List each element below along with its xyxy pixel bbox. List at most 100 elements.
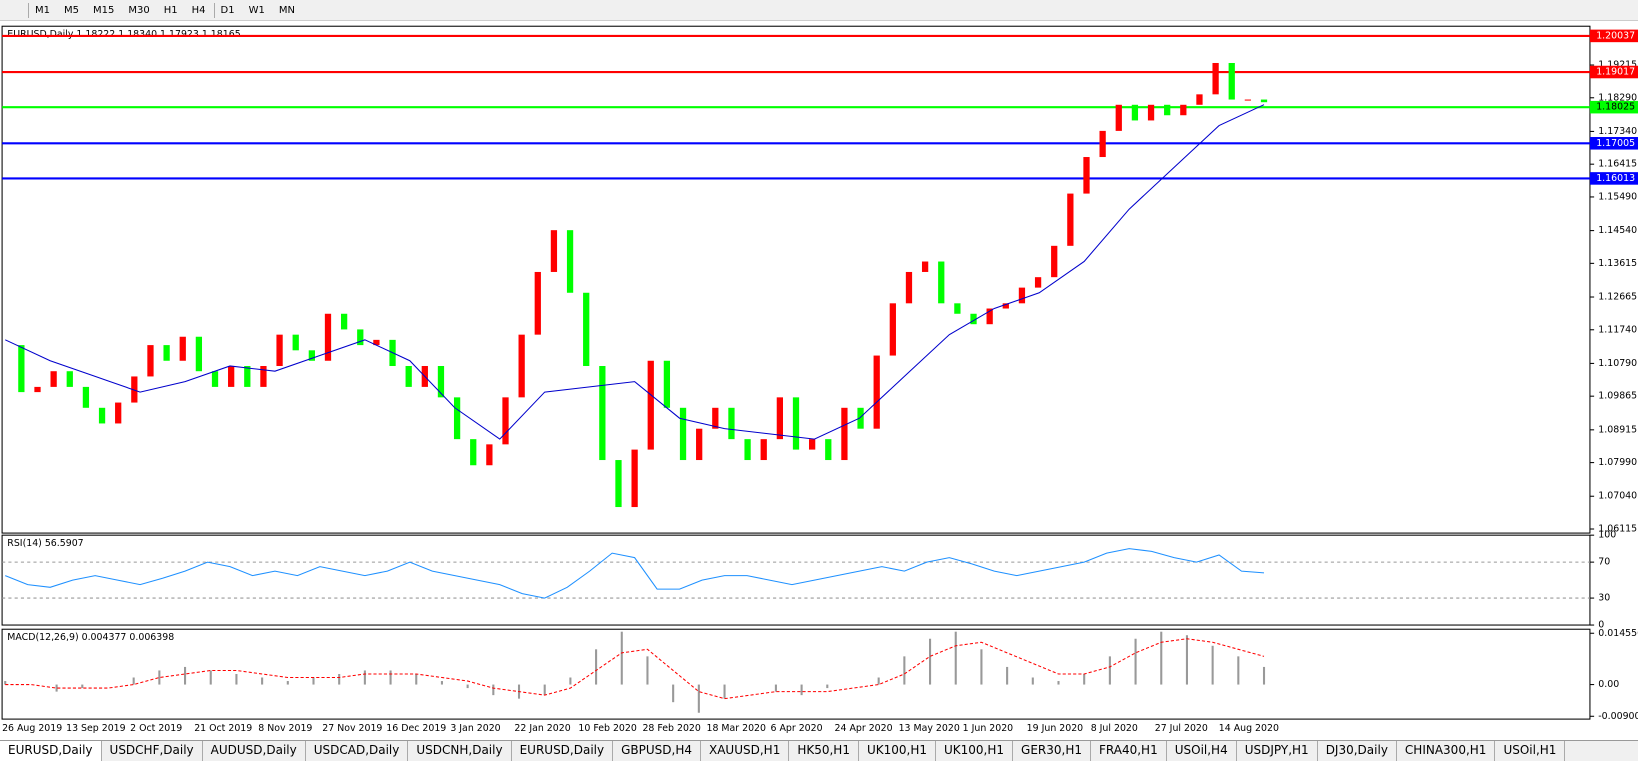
candle	[566, 230, 574, 293]
candle	[1067, 193, 1074, 246]
timeframe-button[interactable]: D1	[213, 2, 241, 18]
candle	[905, 271, 913, 304]
candle	[1051, 245, 1058, 278]
time-label: 3 Jan 2020	[450, 723, 500, 734]
level-label: 1.19017	[1596, 67, 1635, 78]
chart-tab[interactable]: DJ30,Daily	[1318, 741, 1397, 761]
y-tick-label: 1.06115	[1598, 524, 1637, 535]
chart-tab[interactable]: GBPUSD,H4	[613, 741, 701, 761]
chart-tab[interactable]: USDJPY,H1	[1237, 741, 1318, 761]
chart-tab[interactable]: CHINA300,H1	[1397, 741, 1496, 761]
y-tick-label: 1.14540	[1598, 225, 1637, 236]
pane-title: EURUSD,Daily 1.18222 1.18340 1.17923 1.1…	[7, 29, 240, 40]
timeframe-button[interactable]: MN	[278, 4, 295, 16]
timeframe-button[interactable]: M1	[28, 2, 56, 18]
candle	[470, 439, 477, 466]
candle	[437, 366, 445, 398]
candle	[1099, 130, 1106, 158]
y-tick-label: 0.00	[1598, 679, 1619, 690]
y-tick-label: 1.11740	[1598, 324, 1637, 335]
candle	[308, 350, 315, 361]
chart-tab[interactable]: USOil,H1	[1495, 741, 1566, 761]
time-label: 24 Apr 2020	[835, 723, 893, 734]
candle	[712, 407, 719, 429]
candle	[679, 407, 687, 461]
chart-tab[interactable]: GER30,H1	[1013, 741, 1091, 761]
candle	[938, 261, 945, 304]
level-label: 1.20037	[1596, 30, 1635, 41]
chart-tab[interactable]: HK50,H1	[789, 741, 859, 761]
timeframe-button[interactable]: M5	[64, 4, 79, 16]
time-label: 18 Mar 2020	[706, 723, 766, 734]
candle	[1260, 99, 1268, 103]
chart-tab[interactable]: USOil,H4	[1167, 741, 1237, 761]
candle	[453, 397, 461, 440]
time-label: 6 Apr 2020	[771, 723, 823, 734]
candle	[518, 334, 525, 398]
candle	[583, 292, 590, 367]
candle	[792, 397, 800, 450]
y-tick-label: 1.07040	[1598, 491, 1637, 502]
moving-average	[5, 104, 1265, 440]
y-tick-label: 1.18290	[1598, 92, 1637, 103]
candle	[147, 345, 154, 377]
candle	[663, 360, 671, 408]
candle	[776, 397, 783, 440]
candle	[696, 428, 703, 461]
chart-tab[interactable]: FRA40,H1	[1091, 741, 1167, 761]
chart-tab[interactable]: USDCHF,Daily	[102, 741, 203, 761]
time-label: 27 Jul 2020	[1155, 723, 1208, 734]
timeframe-button[interactable]: W1	[248, 4, 265, 16]
candle	[825, 439, 832, 461]
chart-tab[interactable]: USDCAD,Daily	[306, 741, 409, 761]
chart-tab[interactable]: XAUUSD,H1	[701, 741, 790, 761]
candle	[405, 366, 412, 387]
timeframe-button[interactable]: H4	[191, 4, 206, 16]
candle	[857, 407, 864, 429]
chart-tab[interactable]: UK100,H1	[936, 741, 1014, 761]
time-label: 8 Jul 2020	[1091, 723, 1138, 734]
pane-title: MACD(12,26,9) 0.004377 0.006398	[7, 632, 174, 643]
candle	[1196, 94, 1203, 105]
candle	[970, 313, 977, 325]
candle	[34, 386, 41, 393]
candle	[373, 339, 380, 346]
time-label: 22 Jan 2020	[514, 723, 570, 734]
candle	[179, 336, 186, 361]
chart-tab[interactable]: AUDUSD,Daily	[203, 741, 306, 761]
y-tick-label: 0	[1598, 620, 1604, 631]
chart-tab[interactable]: USDCNH,Daily	[408, 741, 512, 761]
timeframe-button[interactable]: H1	[163, 4, 178, 16]
candle	[1034, 277, 1042, 288]
candle	[18, 345, 25, 393]
y-tick-label: 1.13615	[1598, 258, 1637, 269]
candle	[841, 407, 848, 461]
candle	[647, 360, 654, 450]
level-label: 1.17005	[1596, 138, 1635, 149]
timeframe-button[interactable]: M15	[93, 4, 115, 16]
candle	[486, 444, 493, 466]
level-label-box	[1589, 172, 1638, 185]
y-tick-label: 100	[1598, 530, 1616, 541]
y-tick-label: 1.07990	[1598, 457, 1637, 468]
candle	[260, 366, 267, 387]
timeframe-button[interactable]: M30	[128, 4, 150, 16]
candle	[502, 397, 509, 445]
candle	[1147, 104, 1155, 121]
candle	[340, 313, 348, 330]
candle	[98, 407, 106, 424]
tab-bar: EURUSD,Daily USDCHF,Daily AUDUSD,Daily USDC…	[0, 740, 1638, 761]
candle	[115, 402, 122, 424]
time-label: 1 Jun 2020	[963, 723, 1014, 734]
chart-tab[interactable]: EURUSD,Daily	[0, 741, 102, 761]
chart-tab[interactable]: EURUSD,Daily	[512, 741, 614, 761]
time-label: 14 Aug 2020	[1219, 723, 1279, 734]
chart-window: EURUSD,Daily 1.18222 1.18340 1.17923 1.1…	[0, 21, 1638, 740]
time-label: 2 Oct 2019	[130, 723, 182, 734]
candle	[1164, 104, 1171, 116]
time-label: 13 Sep 2019	[66, 723, 126, 734]
toolbar: M1 M5 M15 M30 H1 H4 D1 W1 MN	[0, 0, 1638, 21]
chart-tab[interactable]: UK100,H1	[859, 741, 936, 761]
candle	[163, 345, 170, 361]
